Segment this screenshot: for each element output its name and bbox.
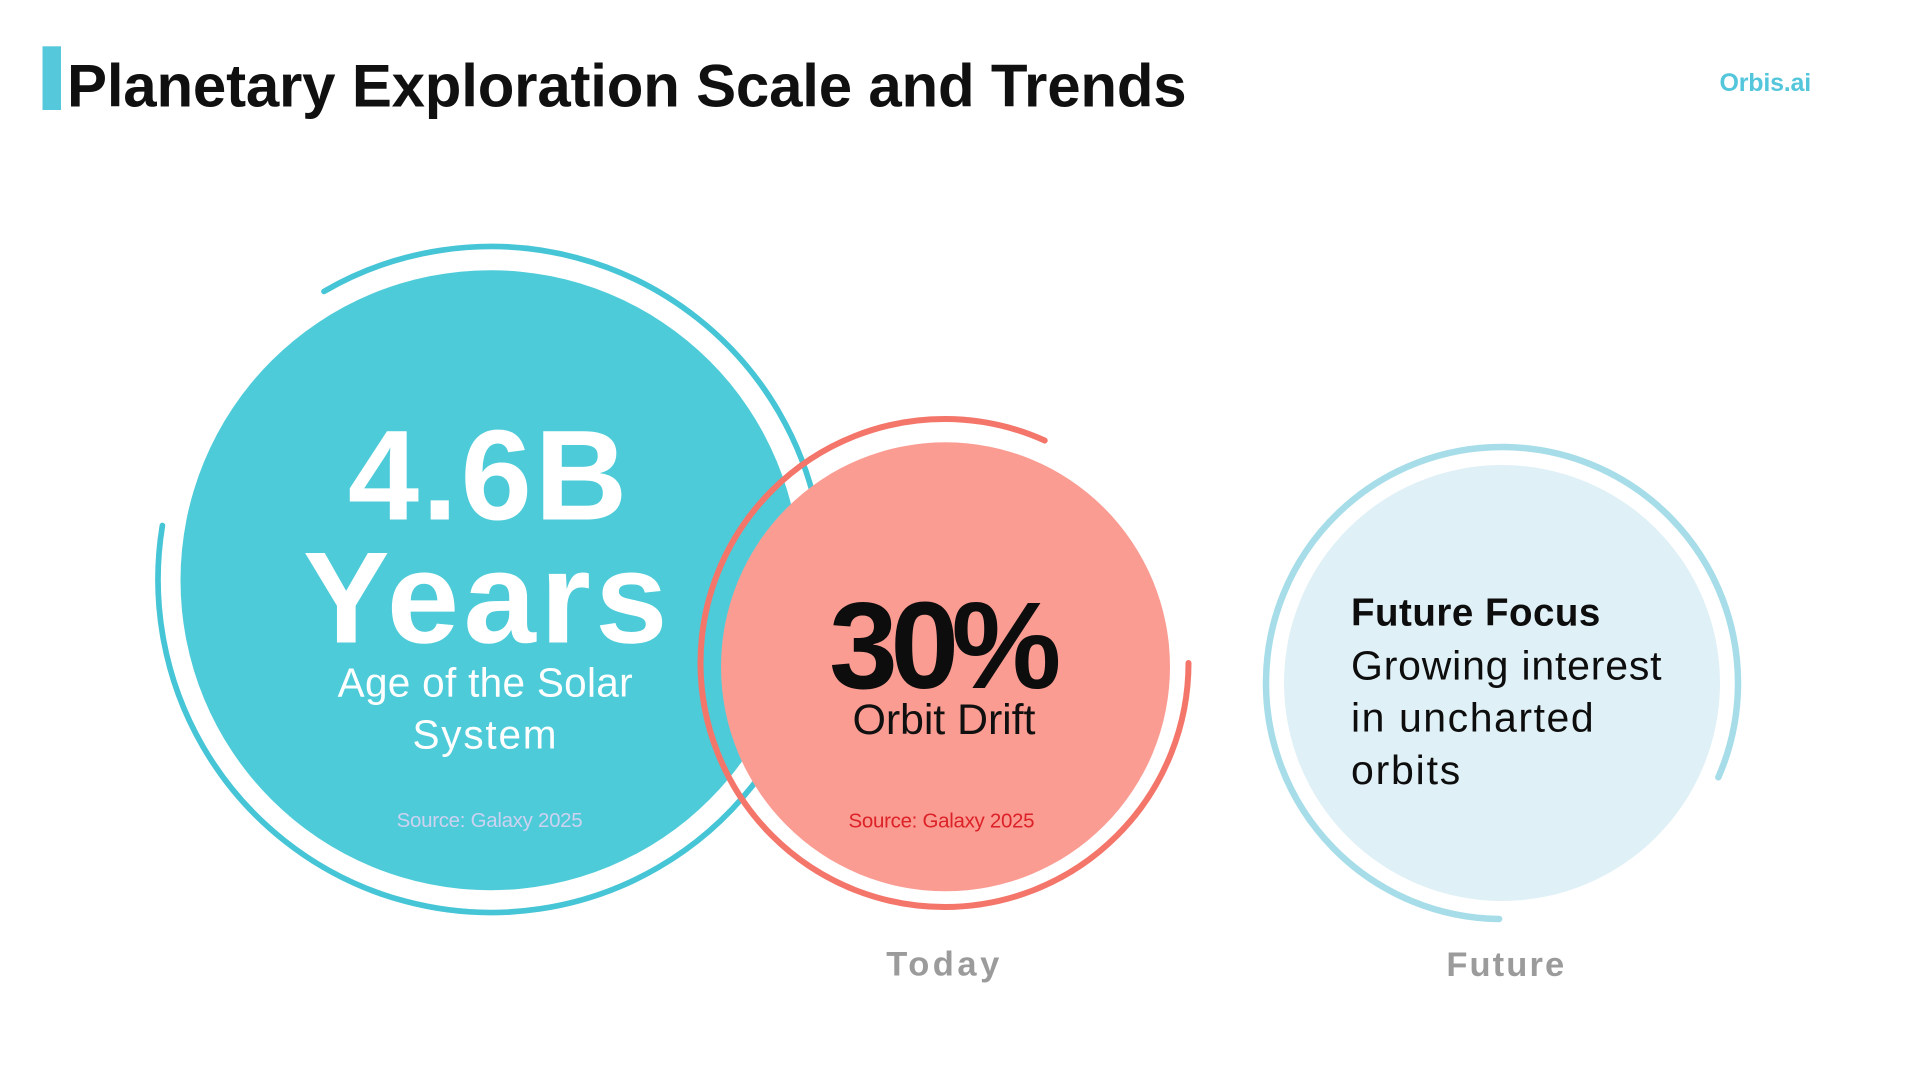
svg-text:Source: Galaxy 2025: Source: Galaxy 2025 [849, 809, 1035, 832]
svg-text:Source: Galaxy 2025: Source: Galaxy 2025 [397, 809, 583, 832]
svg-text:Today: Today [886, 946, 1003, 984]
svg-text:Future Focus: Future Focus [1351, 591, 1601, 634]
svg-text:orbits: orbits [1351, 747, 1462, 793]
svg-text:System: System [412, 712, 558, 758]
svg-text:Orbit Drift: Orbit Drift [852, 696, 1035, 744]
svg-text:Planetary Exploration Scale an: Planetary Exploration Scale and Trends [67, 52, 1186, 119]
svg-text:Age of the Solar: Age of the Solar [338, 659, 633, 705]
svg-text:30%: 30% [829, 577, 1058, 715]
svg-text:in uncharted: in uncharted [1351, 695, 1595, 741]
svg-text:Growing interest: Growing interest [1351, 643, 1662, 689]
svg-text:Years: Years [303, 525, 672, 671]
svg-text:Orbis.ai: Orbis.ai [1720, 69, 1812, 97]
svg-text:Future: Future [1446, 946, 1566, 984]
svg-text:4.6B: 4.6B [348, 405, 630, 548]
